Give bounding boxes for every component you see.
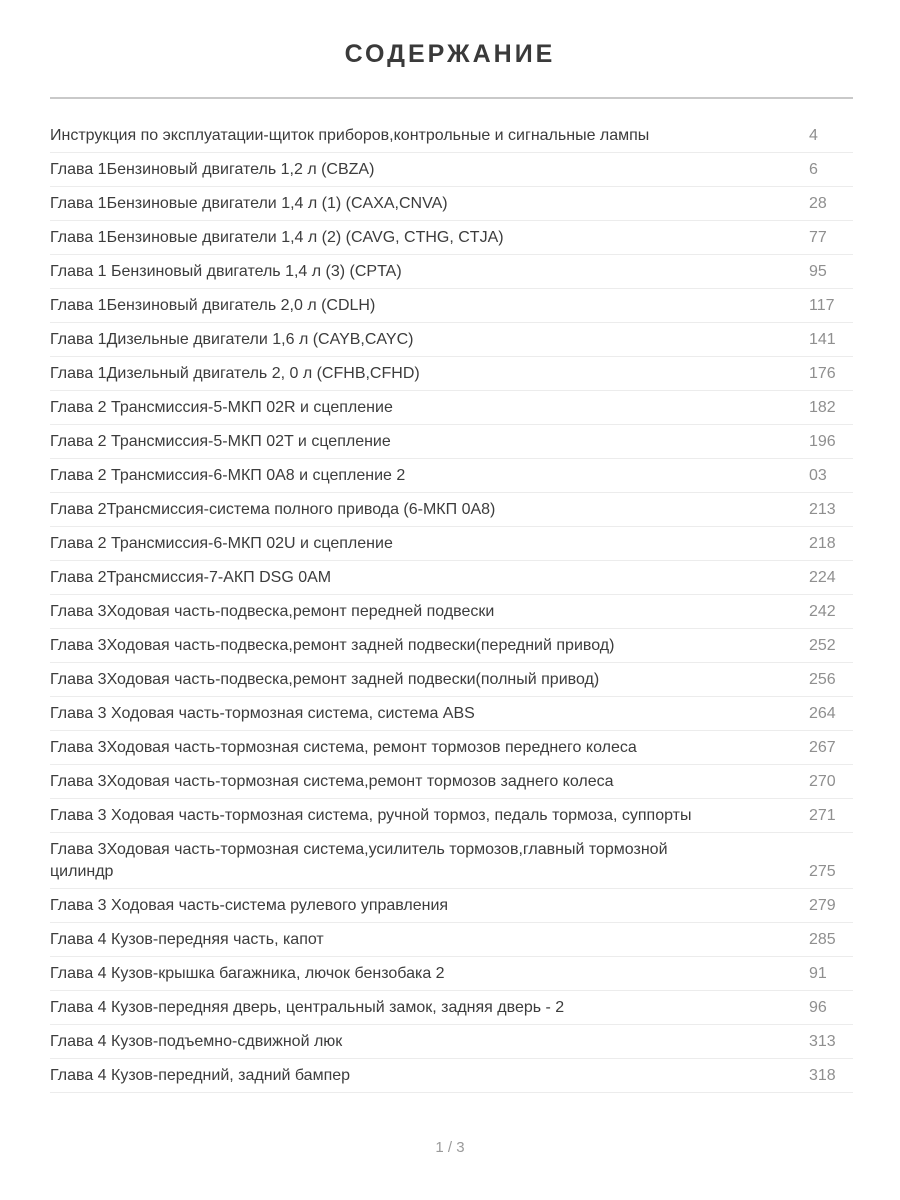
toc-row: Глава 2Трансмиссия-система полного приво…	[50, 493, 853, 527]
toc-entry-page-number: 279	[809, 897, 836, 914]
toc-entry-page-number: 182	[809, 399, 836, 416]
toc-entry-label: Глава 2 Трансмиссия-5-МКП 02T и сцеплени…	[50, 433, 391, 450]
toc-row: Глава 2 Трансмиссия-5-МКП 02T и сцеплени…	[50, 425, 853, 459]
toc-row: Инструкция по эксплуатации-щиток приборо…	[50, 119, 853, 153]
toc-list: Инструкция по эксплуатации-щиток приборо…	[50, 119, 853, 1093]
toc-row: Глава 1Бензиновые двигатели 1,4 л (2) (C…	[50, 221, 853, 255]
toc-entry-label: Глава 4 Кузов-передний, задний бампер	[50, 1067, 351, 1084]
toc-entry-label: Глава 1 Бензиновый двигатель 1,4 л (3) (…	[50, 263, 402, 280]
toc-entry-page-number: 264	[809, 705, 836, 722]
toc-row: Глава 1Бензиновые двигатели 1,4 л (1) (C…	[50, 187, 853, 221]
toc-entry-page-number: 77	[809, 229, 827, 246]
toc-row: Глава 1 Бензиновый двигатель 1,4 л (3) (…	[50, 255, 853, 289]
toc-entry-page-number: 6	[809, 161, 818, 178]
toc-entry-label: Глава 4 Кузов-подъемно-сдвижной люк	[50, 1033, 343, 1050]
toc-entry-page-number: 196	[809, 433, 836, 450]
toc-entry-page-number: 03	[809, 467, 827, 484]
page-title: СОДЕРЖАНИЕ	[344, 40, 556, 68]
toc-entry-page-number: 213	[809, 501, 836, 518]
toc-entry-page-number: 313	[809, 1033, 836, 1050]
toc-row: Глава 1Бензиновый двигатель 1,2 л (CBZA)…	[50, 153, 853, 187]
toc-row: Глава 4 Кузов-подъемно-сдвижной люк 313	[50, 1025, 853, 1059]
toc-entry-page-number: 224	[809, 569, 836, 586]
toc-entry-page-number: 218	[809, 535, 836, 552]
toc-entry-label: Глава 2 Трансмиссия-6-МКП 02U и сцеплени…	[50, 535, 393, 552]
toc-entry-page-number: 252	[809, 637, 836, 654]
toc-entry-label: Глава 1Дизельный двигатель 2, 0 л (CFHB,…	[50, 365, 420, 382]
toc-row: Глава 3Ходовая часть-подвеска,ремонт пер…	[50, 595, 853, 629]
toc-entry-page-number: 242	[809, 603, 836, 620]
toc-entry-label: Глава 3 Ходовая часть-тормозная система,…	[50, 807, 692, 824]
toc-row: Глава 4 Кузов-крышка багажника, лючок бе…	[50, 957, 853, 991]
toc-row: Глава 4 Кузов-передняя дверь, центральны…	[50, 991, 853, 1025]
toc-entry-page-number: 141	[809, 331, 836, 348]
toc-row: Глава 3Ходовая часть-подвеска,ремонт зад…	[50, 663, 853, 697]
toc-row: Глава 1Дизельные двигатели 1,6 л (CAYB,C…	[50, 323, 853, 357]
toc-entry-label: Глава 1Дизельные двигатели 1,6 л (CAYB,C…	[50, 331, 414, 348]
toc-entry-page-number: 256	[809, 671, 836, 688]
toc-entry-label: Глава 3Ходовая часть-тормозная система, …	[50, 739, 637, 756]
toc-entry-page-number: 96	[809, 999, 827, 1016]
toc-row: Глава 3 Ходовая часть-тормозная система,…	[50, 799, 853, 833]
toc-entry-label: Глава 2Трансмиссия-система полного приво…	[50, 501, 496, 518]
toc-entry-label: Глава 4 Кузов-крышка багажника, лючок бе…	[50, 965, 445, 982]
toc-entry-label: Глава 3Ходовая часть-подвеска,ремонт зад…	[50, 637, 615, 654]
toc-row: Глава 2 Трансмиссия-6-МКП 0А8 и сцеплени…	[50, 459, 853, 493]
toc-entry-page-number: 117	[809, 297, 835, 314]
toc-entry-page-number: 176	[809, 365, 836, 382]
toc-row: Глава 3Ходовая часть-тормозная система,у…	[50, 833, 853, 889]
toc-entry-label: Глава 3 Ходовая часть-система рулевого у…	[50, 897, 449, 914]
toc-entry-page-number: 285	[809, 931, 836, 948]
toc-row: Глава 2 Трансмиссия-6-МКП 02U и сцеплени…	[50, 527, 853, 561]
toc-entry-label: Глава 4 Кузов-передняя дверь, центральны…	[50, 999, 565, 1016]
toc-entry-label: Глава 1Бензиновые двигатели 1,4 л (2) (C…	[50, 229, 504, 246]
toc-entry-label: Глава 2Трансмиссия-7-АКП DSG 0AM	[50, 569, 332, 586]
toc-entry-page-number: 318	[809, 1067, 836, 1084]
toc-entry-label: Глава 3Ходовая часть-тормозная система,у…	[50, 841, 668, 880]
toc-entry-page-number: 95	[809, 263, 827, 280]
toc-row: Глава 3Ходовая часть-подвеска,ремонт зад…	[50, 629, 853, 663]
toc-entry-page-number: 271	[809, 807, 836, 824]
toc-entry-label: Глава 4 Кузов-передняя часть, капот	[50, 931, 324, 948]
toc-row: Глава 4 Кузов-передний, задний бампер 318	[50, 1059, 853, 1093]
toc-row: Глава 2Трансмиссия-7-АКП DSG 0AM 224	[50, 561, 853, 595]
toc-row: Глава 3 Ходовая часть-система рулевого у…	[50, 889, 853, 923]
title-divider	[50, 97, 853, 99]
toc-entry-label: Глава 1Бензиновый двигатель 2,0 л (CDLH)	[50, 297, 376, 314]
toc-row: Глава 3Ходовая часть-тормозная система,р…	[50, 765, 853, 799]
toc-entry-page-number: 270	[809, 773, 836, 790]
toc-row: Глава 1Бензиновый двигатель 2,0 л (CDLH)…	[50, 289, 853, 323]
toc-entry-page-number: 267	[809, 739, 836, 756]
toc-entry-label: Глава 3Ходовая часть-подвеска,ремонт зад…	[50, 671, 600, 688]
toc-entry-page-number: 28	[809, 195, 827, 212]
toc-entry-label: Глава 2 Трансмиссия-6-МКП 0А8 и сцеплени…	[50, 467, 406, 484]
toc-entry-label: Глава 1Бензиновый двигатель 1,2 л (CBZA)	[50, 161, 375, 178]
toc-entry-label: Глава 3 Ходовая часть-тормозная система,…	[50, 705, 475, 722]
toc-row: Глава 3Ходовая часть-тормозная система, …	[50, 731, 853, 765]
toc-entry-label: Инструкция по эксплуатации-щиток приборо…	[50, 127, 650, 144]
toc-row: Глава 4 Кузов-передняя часть, капот 285	[50, 923, 853, 957]
toc-entry-label: Глава 2 Трансмиссия-5-МКП 02R и сцеплени…	[50, 399, 393, 416]
toc-row: Глава 3 Ходовая часть-тормозная система,…	[50, 697, 853, 731]
toc-entry-label: Глава 1Бензиновые двигатели 1,4 л (1) (C…	[50, 195, 448, 212]
toc-entry-page-number: 4	[809, 127, 818, 144]
toc-entry-label: Глава 3Ходовая часть-подвеска,ремонт пер…	[50, 603, 495, 620]
toc-row: Глава 2 Трансмиссия-5-МКП 02R и сцеплени…	[50, 391, 853, 425]
page-indicator: 1 / 3	[435, 1139, 465, 1156]
toc-entry-label: Глава 3Ходовая часть-тормозная система,р…	[50, 773, 614, 790]
toc-entry-page-number: 275	[809, 863, 836, 880]
toc-row: Глава 1Дизельный двигатель 2, 0 л (CFHB,…	[50, 357, 853, 391]
toc-entry-page-number: 91	[809, 965, 827, 982]
